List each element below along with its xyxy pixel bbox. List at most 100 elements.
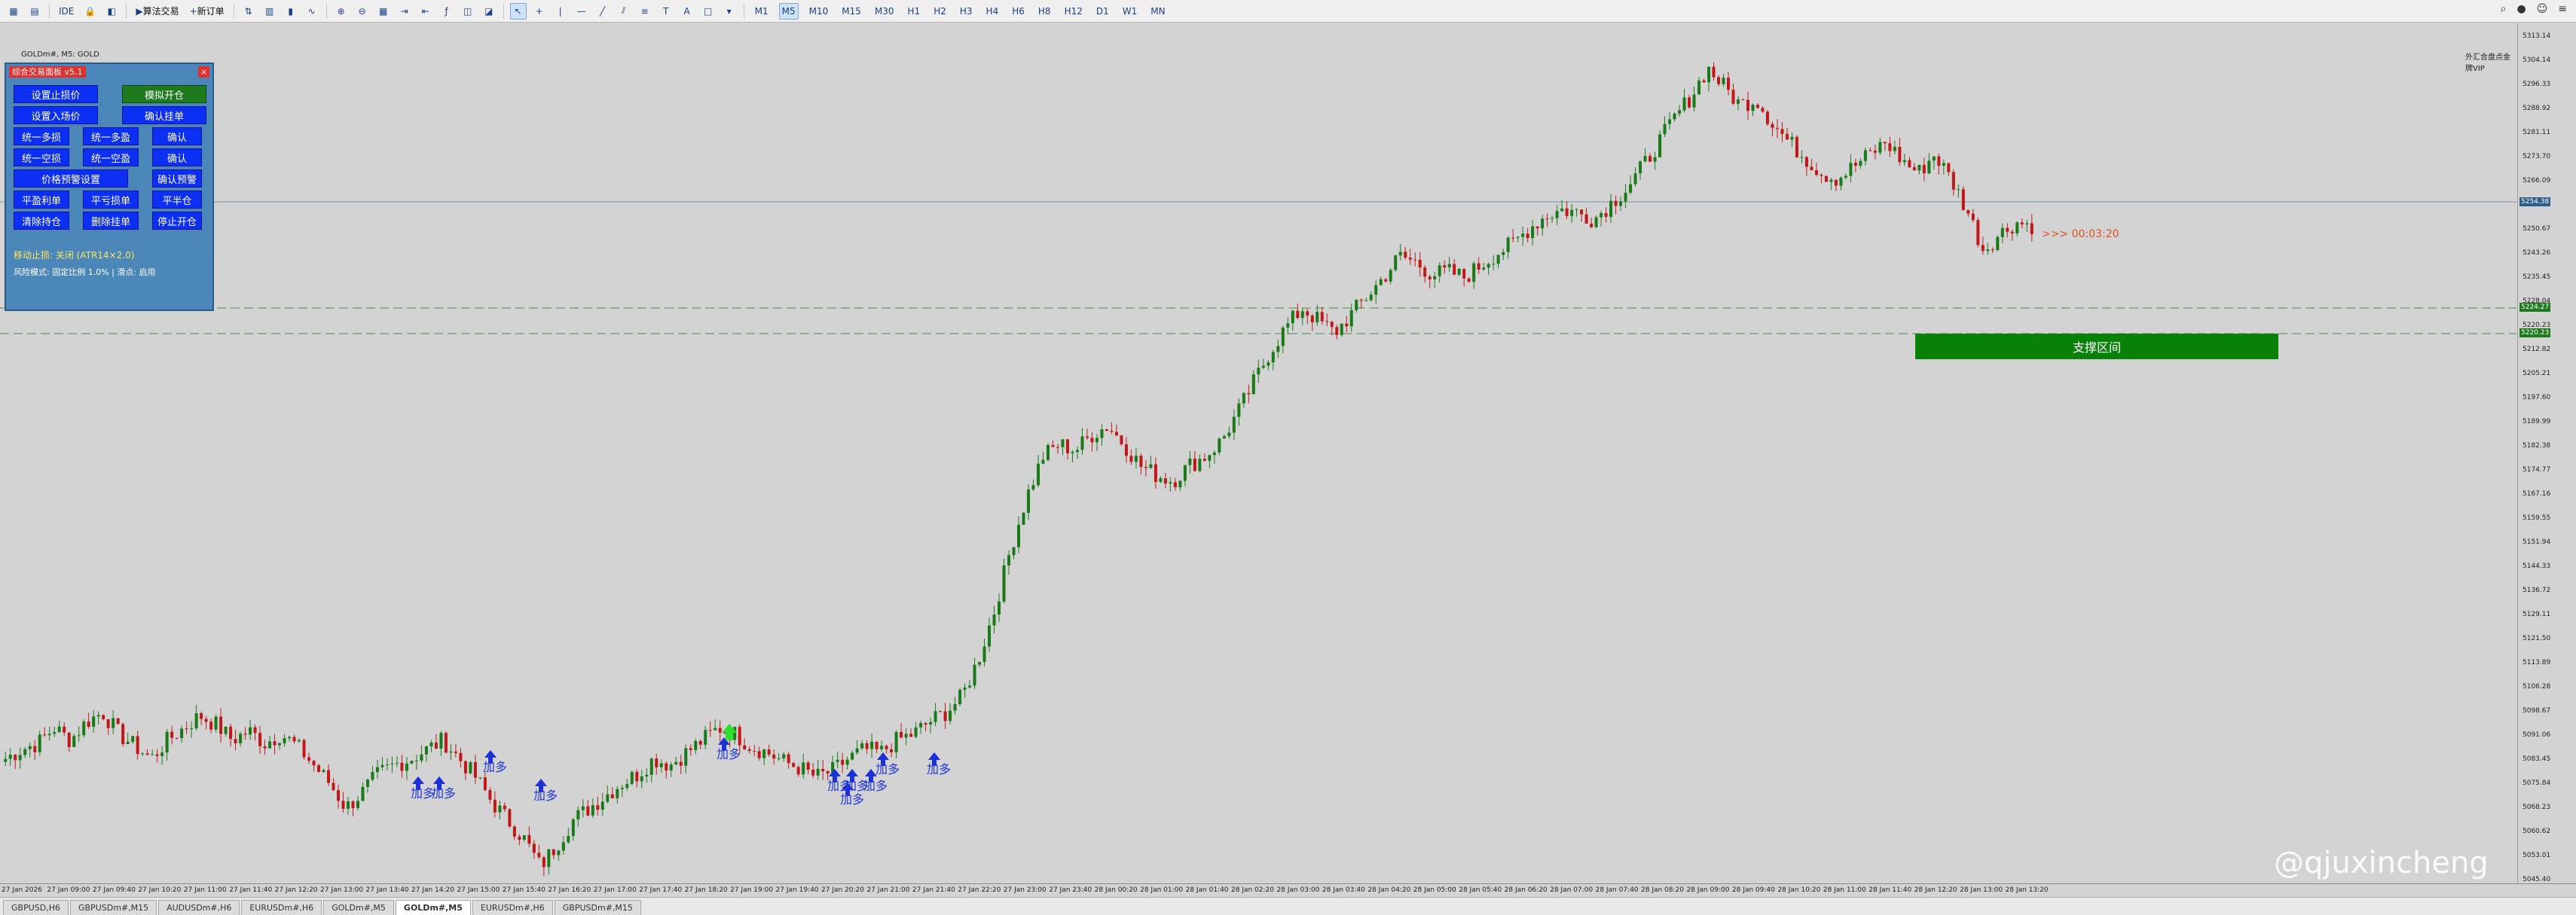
- zoom-in-icon[interactable]: ⊕: [337, 5, 345, 17]
- timeframe-h4[interactable]: H4: [985, 5, 999, 17]
- chart-tab[interactable]: EURUSDm#,H6: [472, 900, 553, 915]
- line-chart-icon[interactable]: ∿: [307, 5, 316, 17]
- panel-button[interactable]: 模拟开仓: [122, 85, 206, 103]
- bars-icon[interactable]: ▮: [288, 5, 293, 17]
- more-tools-icon[interactable]: ▾: [726, 5, 732, 17]
- chart-tab[interactable]: GBPUSDm#,M15: [554, 900, 641, 915]
- panel-button[interactable]: 统一多盈: [83, 127, 139, 145]
- signals-icon[interactable]: ⇅: [244, 5, 252, 17]
- candle-body: [1369, 294, 1373, 300]
- lock-icon[interactable]: 🔒: [84, 5, 96, 17]
- panel-close-button[interactable]: ×: [198, 66, 209, 78]
- grid-icon[interactable]: ▦: [378, 5, 388, 17]
- search-icon[interactable]: ⌕: [2500, 3, 2507, 15]
- chart-tab[interactable]: GOLDm#,M5: [323, 900, 394, 915]
- candle-body: [630, 772, 634, 784]
- new-order-icon[interactable]: + 新订单: [189, 5, 225, 17]
- chart-tab[interactable]: AUDUSDm#,H6: [158, 900, 240, 915]
- panel-button[interactable]: 平半仓: [152, 191, 202, 209]
- panel-button[interactable]: 删除挂单: [83, 212, 139, 230]
- candle-body: [1790, 136, 1794, 140]
- panel-button[interactable]: 设置入场价: [14, 106, 98, 124]
- candle-body: [1496, 255, 1500, 264]
- price-axis[interactable]: 5313.14 5304.14 5296.33 5288.92 5281.11 5273.…: [2517, 23, 2576, 883]
- candle-body: [581, 806, 585, 810]
- candle-body: [298, 740, 301, 742]
- candle-body: [875, 741, 879, 749]
- channel-icon[interactable]: ⫽: [621, 5, 626, 16]
- panel-button[interactable]: 确认挂单: [122, 106, 206, 124]
- panel-button[interactable]: 确认预警: [152, 169, 202, 188]
- panel-button[interactable]: 停止开仓: [152, 212, 202, 230]
- panel-button[interactable]: 确认: [152, 148, 202, 166]
- chart-tab[interactable]: GBPUSD,H6: [3, 900, 69, 915]
- chart-tab[interactable]: GOLDm#,M5: [395, 900, 471, 915]
- timeframe-h3[interactable]: H3: [959, 5, 973, 17]
- text-icon[interactable]: T: [662, 5, 669, 17]
- candle-body: [616, 788, 619, 799]
- chart-shift-icon[interactable]: ⇤: [421, 5, 429, 17]
- new-chart-icon[interactable]: ▦: [9, 5, 18, 17]
- panel-button[interactable]: 统一空盈: [83, 148, 139, 166]
- timeframe-h2[interactable]: H2: [934, 5, 946, 17]
- panel-button[interactable]: 平亏损单: [83, 191, 139, 209]
- timeframe-h8[interactable]: H8: [1037, 5, 1051, 17]
- vertical-line-icon[interactable]: |: [558, 5, 562, 17]
- panel-button[interactable]: 统一多损: [14, 127, 69, 145]
- timeframe-m15[interactable]: M15: [842, 5, 861, 17]
- autoscroll-icon[interactable]: ⇥: [400, 5, 408, 17]
- panel-button[interactable]: 平盈利单: [14, 191, 69, 209]
- shapes-icon[interactable]: □: [703, 5, 713, 17]
- trendline-icon[interactable]: ╱: [600, 5, 606, 17]
- timeframe-mn[interactable]: MN: [1150, 5, 1166, 17]
- candle-body: [1804, 157, 1808, 167]
- panel-button[interactable]: 确认: [152, 127, 202, 145]
- candle-body: [395, 762, 399, 764]
- timeframe-d1[interactable]: D1: [1095, 5, 1109, 17]
- panel-button[interactable]: 清除持仓: [14, 212, 69, 230]
- time-tick: 28 Jan 03:00: [1276, 886, 1320, 894]
- timeframe-w1[interactable]: W1: [1122, 5, 1138, 17]
- timeframe-h12[interactable]: H12: [1064, 5, 1083, 17]
- horizontal-line-icon[interactable]: —: [576, 5, 586, 17]
- timeframe-h1[interactable]: H1: [907, 5, 921, 17]
- label-icon[interactable]: A: [683, 5, 690, 17]
- ide-icon[interactable]: IDE: [59, 5, 75, 17]
- indicators-icon[interactable]: ƒ: [445, 5, 448, 17]
- candle-body: [209, 721, 213, 730]
- timeframe-m1[interactable]: M1: [754, 5, 769, 17]
- candle-body: [596, 805, 600, 810]
- user-icon[interactable]: ☺: [2536, 3, 2548, 15]
- panel-button[interactable]: 设置止损价: [14, 85, 98, 103]
- crosshair-icon[interactable]: +: [535, 5, 543, 17]
- screenshot-icon[interactable]: ◪: [484, 5, 494, 17]
- panel-button[interactable]: 统一空损: [14, 148, 69, 166]
- cursor-icon[interactable]: ↖: [509, 2, 527, 20]
- candle-body: [18, 755, 22, 761]
- candle-body: [767, 749, 771, 755]
- chart-tab[interactable]: GBPUSDm#,M15: [69, 900, 157, 915]
- candlestick-chart: [0, 62, 2516, 877]
- candle-body: [982, 646, 986, 662]
- timeframe-m10[interactable]: M10: [808, 5, 829, 17]
- time-axis[interactable]: 27 Jan 2026 27 Jan 09:00 27 Jan 09:40 27 Ja…: [0, 883, 2576, 897]
- templates-icon[interactable]: ◫: [463, 5, 472, 17]
- candle-body: [1031, 485, 1035, 490]
- market-watch-icon[interactable]: ◧: [107, 5, 116, 17]
- menu-icon[interactable]: ≡: [2558, 3, 2567, 15]
- zoom-out-icon[interactable]: ⊖: [358, 5, 366, 17]
- candles-icon[interactable]: ▥: [264, 5, 274, 17]
- time-tick: 27 Jan 11:00: [183, 886, 227, 894]
- timeframe-m5[interactable]: M5: [778, 2, 799, 20]
- panel-button[interactable]: 价格预警设置: [14, 169, 128, 188]
- algo-trading-icon[interactable]: ▶ 算法交易: [136, 5, 179, 17]
- timeframe-m30[interactable]: M30: [874, 5, 894, 17]
- time-tick: 28 Jan 13:20: [2005, 886, 2049, 894]
- chart-tab[interactable]: EURUSDm#,H6: [241, 900, 322, 915]
- notifications-icon[interactable]: ●: [2516, 3, 2526, 15]
- add-long-label: 加多: [411, 786, 435, 801]
- profiles-icon[interactable]: ▤: [30, 5, 39, 17]
- chart-area[interactable]: GOLDm#, M5: GOLD 外汇合盘点金牌VIP 支撑区间 >>> 00:…: [0, 23, 2516, 883]
- timeframe-h6[interactable]: H6: [1012, 5, 1025, 17]
- fibonacci-icon[interactable]: ≡: [640, 5, 649, 17]
